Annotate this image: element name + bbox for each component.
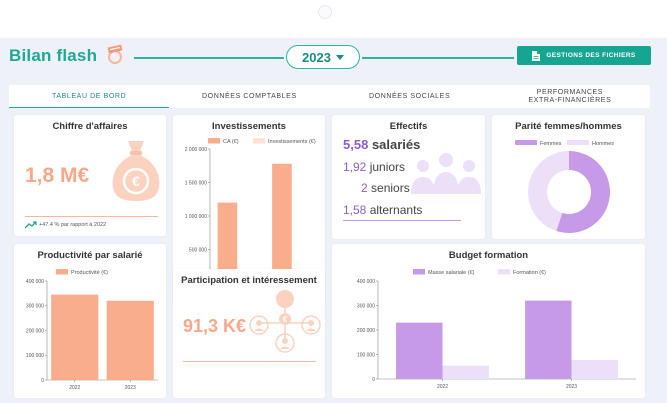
header-divider-right (362, 57, 514, 59)
app-header: Bilan flash 2023 GESTIONS DES FICHIER (0, 38, 667, 78)
tab-tableau-de-bord[interactable]: TABLEAU DE BORD (9, 85, 170, 108)
legend-label: Hommes (592, 141, 614, 147)
money-bag-euro-icon: € (112, 141, 160, 201)
bar (272, 163, 292, 283)
header-divider-left (134, 57, 284, 59)
svg-text:€: € (283, 315, 288, 324)
app-title: Bilan flash (9, 46, 98, 65)
legend-label: Formation (€) (513, 270, 546, 276)
pie-slice (528, 151, 569, 231)
year-select[interactable]: 2023 (286, 45, 360, 69)
card-budget-formation: Budget formation Masse salariale (€) Form… (332, 244, 645, 398)
legend-label: CA (€) (223, 139, 239, 145)
bar (442, 365, 489, 379)
card-title: Budget formation (448, 250, 529, 261)
card-participation: Participation et intéressement € (173, 269, 325, 398)
x-tick-label: 2023 (125, 385, 136, 391)
y-tick-label: 300 000 (26, 304, 44, 310)
revenue-divider (25, 216, 158, 217)
legend-swatch (515, 140, 537, 145)
pie-slice (556, 151, 610, 233)
card-parite: Parité femmes/hommes Femmes Hommes (492, 115, 645, 239)
bar (396, 322, 443, 379)
card-title: Chiffre d'affaires (52, 121, 128, 132)
legend-label: Productivité (€) (71, 270, 108, 276)
manage-files-label: GESTIONS DES FICHIERS (546, 52, 636, 59)
y-tick-label: 300 000 (357, 303, 375, 309)
year-value: 2023 (302, 49, 331, 65)
bar (106, 300, 154, 380)
productivite-chart: Productivité (€) 0 100 000 200 000 300 000 40… (26, 269, 158, 391)
card-title: Productivité par salarié (37, 250, 143, 261)
tab-donnees-comptables[interactable]: DONNÉES COMPTABLES (202, 92, 297, 100)
legend-swatch (253, 138, 265, 144)
card-effectifs: Effectifs 5,58 salariés 1,92 juniors 2 s… (332, 115, 485, 239)
main-tabs: TABLEAU DE BORD DONNÉES COMPTABLES DONNÉ… (9, 85, 650, 108)
y-tick-label: 1 500 000 (185, 180, 207, 186)
effectif-row-seniors: 2 seniors (361, 181, 410, 195)
y-tick-label: 200 000 (357, 328, 375, 334)
tab-performances-extra-financieres[interactable]: PERFORMANCES EXTRA-FINANCIÈRES (528, 88, 612, 104)
dashboard-screen: Bilan flash 2023 GESTIONS DES FICHIER (0, 38, 667, 403)
legend-swatch (567, 140, 589, 145)
revenue-value: 1,8 M€ (25, 164, 90, 187)
manage-files-button[interactable]: GESTIONS DES FICHIERS (517, 46, 651, 65)
participation-divider (183, 361, 316, 362)
y-tick-label: 0 (372, 377, 375, 383)
budget-chart: Masse salariale (€) Formation (€) 0 100 000… (357, 269, 636, 390)
y-tick-label: 400 000 (357, 279, 375, 285)
legend-label: Investissements (€) (268, 139, 316, 145)
trend-up-icon (25, 221, 37, 229)
svg-text:€: € (132, 173, 140, 189)
x-tick-label: 2023 (566, 384, 577, 390)
parite-chart: Femmes Hommes (515, 140, 614, 233)
x-tick-label: 2022 (69, 385, 80, 391)
effectif-row-juniors: 1,92 juniors (343, 160, 406, 174)
effectif-divider (343, 220, 461, 221)
effectif-row-salaries: 5,58 salariés (343, 137, 421, 152)
y-tick-label: 100 000 (26, 353, 44, 359)
y-tick-label: 200 000 (26, 328, 44, 334)
card-title: Effectifs (389, 121, 428, 132)
legend-swatch (208, 138, 220, 144)
card-title: Participation et intéressement (181, 275, 317, 286)
legend-swatch (56, 269, 68, 275)
bar (51, 294, 99, 380)
participation-value: 91,3 K€ (183, 316, 247, 336)
bar (571, 359, 618, 379)
y-tick-label: 2 000 000 (185, 147, 207, 153)
y-tick-label: 0 (41, 378, 44, 384)
x-tick-label: 2022 (437, 384, 448, 390)
tab-donnees-sociales[interactable]: DONNÉES SOCIALES (369, 92, 451, 100)
network-euro-icon: € (249, 290, 321, 353)
y-tick-label: 1 000 000 (185, 214, 207, 220)
y-tick-label: 500 000 (189, 247, 207, 253)
legend-swatch (413, 269, 425, 275)
bar (525, 300, 572, 379)
legend-swatch (498, 269, 510, 275)
legend-label: Masse salariale (€) (428, 270, 475, 276)
file-icon (532, 50, 541, 61)
bar (217, 202, 238, 283)
y-tick-label: 100 000 (357, 352, 375, 358)
flash-badge-icon (107, 44, 123, 65)
revenue-trend: +47.4 % par rapport à 2022 (39, 222, 107, 228)
card-title: Investissements (212, 121, 286, 132)
people-group-icon (411, 153, 481, 194)
chevron-down-icon (335, 54, 344, 60)
card-chiffre-affaires: Chiffre d'affaires € 1,8 M€ +47.4 % par … (14, 115, 166, 236)
camera-icon (318, 5, 332, 19)
legend-label: Femmes (540, 141, 562, 147)
y-tick-label: 400 000 (26, 279, 44, 285)
card-productivite: Productivité par salarié Productivité (€… (14, 244, 166, 398)
card-title: Parité femmes/hommes (515, 121, 622, 132)
effectif-row-alternants: 1,58 alternants (343, 203, 423, 217)
